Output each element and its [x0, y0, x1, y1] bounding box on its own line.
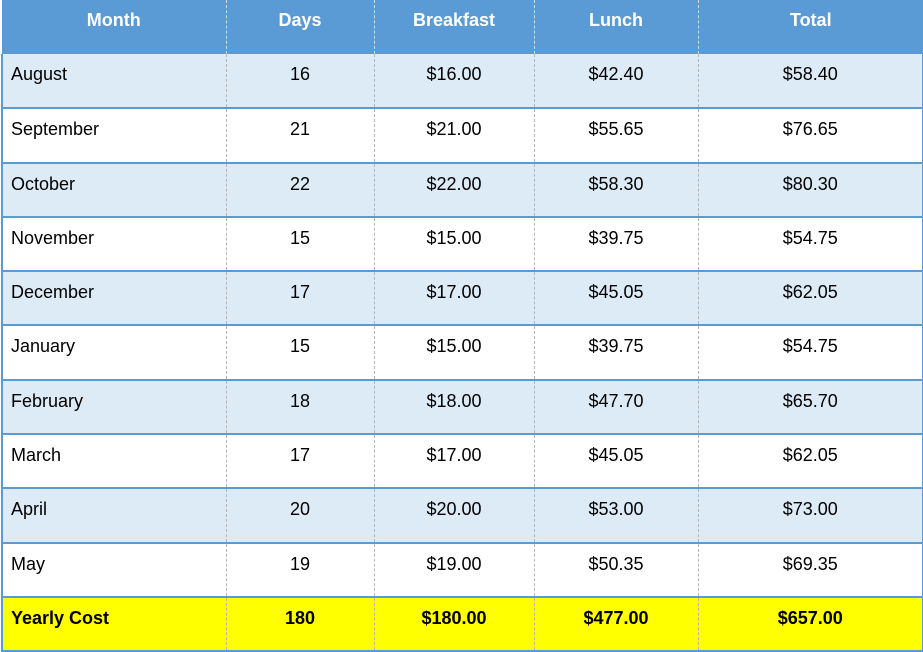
column-header-total[interactable]: Total [698, 0, 923, 54]
days-cell[interactable]: 22 [226, 162, 375, 218]
days-cell[interactable]: 18 [226, 379, 375, 436]
lunch-cell[interactable]: $50.35 [534, 542, 699, 598]
lunch-cell[interactable]: $39.75 [534, 216, 699, 273]
column-header-days[interactable]: Days [226, 0, 375, 54]
table-row: April 20 $20.00 $53.00 $73.00 [1, 488, 923, 544]
table-row: January 15 $15.00 $39.75 $54.75 [1, 325, 923, 381]
breakfast-cell[interactable]: $17.00 [374, 271, 535, 327]
days-cell[interactable]: 19 [226, 542, 375, 598]
lunch-cell[interactable]: $55.65 [534, 108, 699, 164]
days-cell[interactable]: 17 [226, 434, 375, 490]
table-row: September 21 $21.00 $55.65 $76.65 [1, 108, 923, 164]
total-cell[interactable]: $62.05 [698, 271, 923, 327]
table-footer: Yearly Cost 180 $180.00 $477.00 $657.00 [1, 596, 923, 652]
days-cell[interactable]: 21 [226, 108, 375, 164]
month-cell[interactable]: August [1, 54, 227, 110]
lunch-cell[interactable]: $47.70 [534, 379, 699, 436]
month-cell[interactable]: April [1, 488, 227, 544]
lunch-cell[interactable]: $58.30 [534, 162, 699, 218]
month-cell[interactable]: October [1, 162, 227, 218]
table-row: February 18 $18.00 $47.70 $65.70 [1, 379, 923, 436]
yearly-cost-label[interactable]: Yearly Cost [1, 596, 227, 652]
month-cell[interactable]: September [1, 108, 227, 164]
table-row: May 19 $19.00 $50.35 $69.35 [1, 542, 923, 598]
breakfast-cell[interactable]: $20.00 [374, 488, 535, 544]
days-cell[interactable]: 20 [226, 488, 375, 544]
total-cell[interactable]: $62.05 [698, 434, 923, 490]
breakfast-cell[interactable]: $18.00 [374, 379, 535, 436]
month-cell[interactable]: February [1, 379, 227, 436]
month-cell[interactable]: March [1, 434, 227, 490]
table-row: August 16 $16.00 $42.40 $58.40 [1, 54, 923, 110]
breakfast-cell[interactable]: $21.00 [374, 108, 535, 164]
breakfast-cell[interactable]: $16.00 [374, 54, 535, 110]
days-cell[interactable]: 15 [226, 216, 375, 273]
column-header-breakfast[interactable]: Breakfast [374, 0, 535, 54]
total-cell[interactable]: $58.40 [698, 54, 923, 110]
lunch-cell[interactable]: $45.05 [534, 271, 699, 327]
yearly-cost-total[interactable]: $657.00 [698, 596, 923, 652]
yearly-cost-days[interactable]: 180 [226, 596, 375, 652]
total-cell[interactable]: $76.65 [698, 108, 923, 164]
table-row: December 17 $17.00 $45.05 $62.05 [1, 271, 923, 327]
yearly-cost-row: Yearly Cost 180 $180.00 $477.00 $657.00 [1, 596, 923, 652]
table-row: October 22 $22.00 $58.30 $80.30 [1, 162, 923, 218]
yearly-cost-breakfast[interactable]: $180.00 [374, 596, 535, 652]
table-row: November 15 $15.00 $39.75 $54.75 [1, 216, 923, 273]
breakfast-cell[interactable]: $22.00 [374, 162, 535, 218]
column-header-month[interactable]: Month [2, 0, 227, 54]
breakfast-cell[interactable]: $17.00 [374, 434, 535, 490]
header-row: Month Days Breakfast Lunch Total [2, 0, 923, 54]
total-cell[interactable]: $65.70 [698, 379, 923, 436]
days-cell[interactable]: 15 [226, 325, 375, 381]
month-cell[interactable]: November [1, 216, 227, 273]
yearly-cost-lunch[interactable]: $477.00 [534, 596, 699, 652]
total-cell[interactable]: $54.75 [698, 325, 923, 381]
days-cell[interactable]: 17 [226, 271, 375, 327]
month-cell[interactable]: May [1, 542, 227, 598]
month-cell[interactable]: January [1, 325, 227, 381]
table-header: Month Days Breakfast Lunch Total [2, 0, 923, 54]
month-cell[interactable]: December [1, 271, 227, 327]
breakfast-cell[interactable]: $15.00 [374, 325, 535, 381]
lunch-cell[interactable]: $39.75 [534, 325, 699, 381]
lunch-cell[interactable]: $45.05 [534, 434, 699, 490]
column-header-lunch[interactable]: Lunch [534, 0, 699, 54]
total-cell[interactable]: $54.75 [698, 216, 923, 273]
total-cell[interactable]: $69.35 [698, 542, 923, 598]
total-cell[interactable]: $80.30 [698, 162, 923, 218]
breakfast-cell[interactable]: $15.00 [374, 216, 535, 273]
table-row: March 17 $17.00 $45.05 $62.05 [1, 434, 923, 490]
lunch-cell[interactable]: $53.00 [534, 488, 699, 544]
table-body: August 16 $16.00 $42.40 $58.40 September 21 $21… [1, 54, 923, 598]
lunch-cell[interactable]: $42.40 [534, 54, 699, 110]
total-cell[interactable]: $73.00 [698, 488, 923, 544]
days-cell[interactable]: 16 [226, 54, 375, 110]
breakfast-cell[interactable]: $19.00 [374, 542, 535, 598]
